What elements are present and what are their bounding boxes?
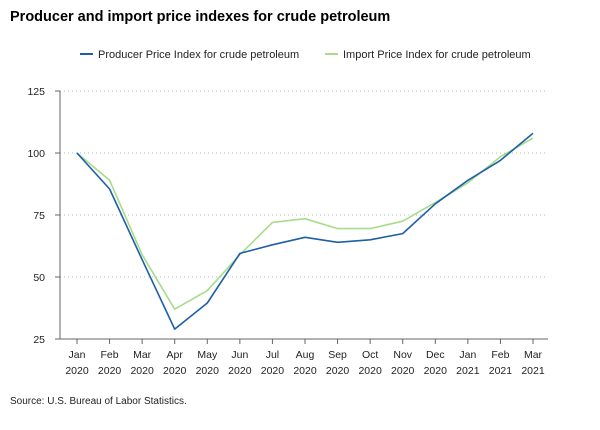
series-line-import-price-index (76, 137, 534, 311)
gridlines (60, 90, 548, 278)
x-tick-label-month: Apr (167, 349, 184, 361)
x-tick-label-year: 2020 (163, 365, 187, 377)
x-tick-label-month: Jul (266, 349, 279, 361)
y-axis-ticks: 25 50 75 100 125 (27, 86, 60, 346)
x-tick-label-month: Mar (524, 349, 543, 361)
x-tick-label-month: Feb (101, 349, 119, 361)
x-tick-label-month: Nov (393, 349, 412, 361)
x-tick-label-year: 2020 (228, 365, 252, 377)
x-tick-label-year: 2021 (456, 365, 480, 377)
y-tick-label: 125 (27, 86, 45, 98)
series-lines (76, 132, 534, 330)
x-tick-label-year: 2020 (358, 365, 382, 377)
legend-label: Import Price Index for crude petroleum (343, 49, 531, 61)
x-tick-label-year: 2020 (98, 365, 122, 377)
x-tick-label-month: Jun (231, 349, 248, 361)
x-axis-ticks: Jan 2020 Feb 2020 Mar 2020 Apr 2020 May 2020 Jun 20… (65, 339, 545, 377)
x-tick-label-year: 2020 (196, 365, 220, 377)
x-tick-label-year: 2020 (424, 365, 448, 377)
x-tick-label-month: Aug (296, 349, 315, 361)
series-line-producer-price-index (76, 132, 534, 330)
x-tick-label-year: 2020 (326, 365, 350, 377)
y-tick-label: 25 (33, 334, 45, 346)
x-tick-label-year: 2021 (521, 365, 545, 377)
x-tick-label-year: 2020 (391, 365, 415, 377)
x-tick-label-month: May (197, 349, 218, 361)
x-tick-label-month: Mar (133, 349, 152, 361)
x-tick-label-month: Jan (69, 349, 86, 361)
source-note: Source: U.S. Bureau of Labor Statistics. (10, 396, 187, 407)
x-tick-label-month: Feb (491, 349, 509, 361)
x-tick-label-year: 2021 (489, 365, 513, 377)
x-tick-label-year: 2020 (293, 365, 317, 377)
x-tick-label-month: Oct (362, 349, 378, 361)
x-tick-label-year: 2020 (130, 365, 154, 377)
x-tick-label-year: 2020 (65, 365, 89, 377)
y-tick-label: 100 (27, 148, 45, 160)
y-tick-label: 75 (33, 210, 45, 222)
chart-title: Producer and import price indexes for cr… (10, 9, 391, 25)
x-tick-label-month: Dec (426, 349, 445, 361)
x-tick-label-month: Sep (328, 349, 347, 361)
y-tick-label: 50 (33, 272, 45, 284)
legend: Producer Price Index for crude petroleum… (80, 49, 531, 61)
x-tick-label-month: Jan (459, 349, 476, 361)
x-tick-label-year: 2020 (261, 365, 285, 377)
legend-label: Producer Price Index for crude petroleum (98, 49, 299, 61)
